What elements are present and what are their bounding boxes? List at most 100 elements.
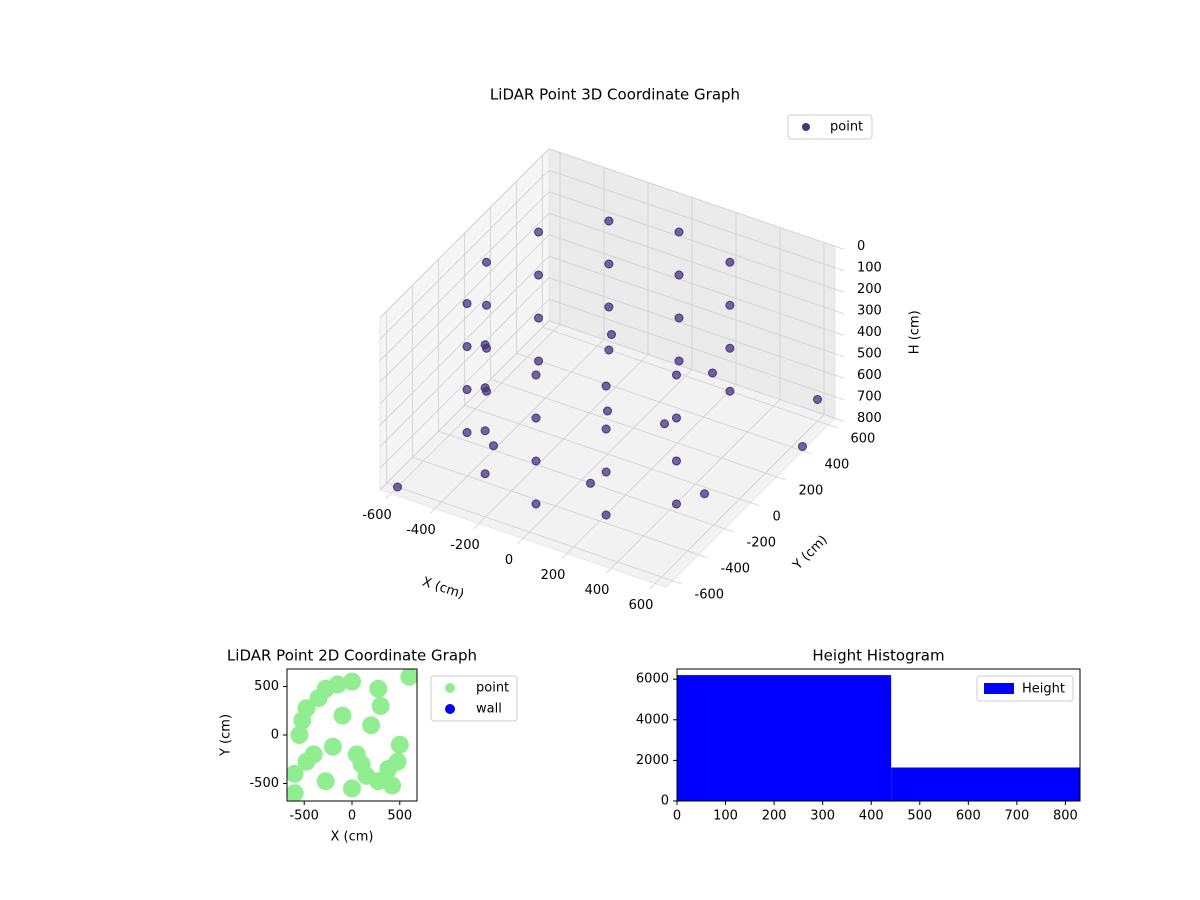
tick-mark <box>834 310 844 315</box>
x-tick-label: 200 <box>541 568 566 583</box>
legend-box <box>976 675 1074 702</box>
legend-box <box>430 675 518 722</box>
point <box>607 330 616 339</box>
x-tick-label: 400 <box>859 809 884 824</box>
point <box>357 766 376 785</box>
x-axis-label: X (cm) <box>420 575 466 603</box>
bar <box>891 767 1080 801</box>
point <box>400 669 417 686</box>
point <box>674 227 684 237</box>
point <box>604 216 614 226</box>
grid-line <box>548 320 836 419</box>
tick-mark <box>802 450 812 455</box>
grid-line <box>379 277 550 448</box>
x-tick-label: 0 <box>673 809 681 824</box>
tick-mark <box>834 288 844 293</box>
tick-mark <box>834 353 844 358</box>
y-tick-label: -200 <box>747 535 777 550</box>
legend-label: point <box>830 120 863 135</box>
point <box>482 343 491 353</box>
grid-line <box>516 352 803 452</box>
point <box>531 413 541 423</box>
x-tick-label: 500 <box>907 809 932 824</box>
tick-mark <box>649 583 656 589</box>
y-axis-label: Y (cm) <box>219 714 234 757</box>
point <box>534 313 544 323</box>
grid-line <box>379 234 550 405</box>
point <box>480 426 490 436</box>
legend-marker <box>984 683 1014 694</box>
point <box>390 735 409 754</box>
point <box>328 675 347 694</box>
point <box>604 259 614 269</box>
point <box>371 696 390 715</box>
tick-mark <box>429 508 436 514</box>
grid-line <box>386 482 673 582</box>
point <box>287 784 304 801</box>
x-tick-label: 600 <box>629 598 654 613</box>
tick-mark <box>834 374 844 379</box>
point <box>393 482 402 492</box>
z-tick-label: 700 <box>857 389 882 404</box>
point <box>304 745 323 764</box>
grid-line <box>548 234 836 333</box>
point <box>531 370 541 380</box>
grid-line <box>379 298 550 469</box>
grid-line <box>548 191 836 290</box>
chart-title: LiDAR Point 3D Coordinate Graph <box>490 86 740 104</box>
tick-mark <box>750 502 760 507</box>
point <box>309 689 328 708</box>
legend-label: point <box>476 681 509 696</box>
tick-mark <box>605 568 612 574</box>
point <box>601 510 611 520</box>
point <box>489 441 498 451</box>
grid-line <box>379 169 550 340</box>
point <box>725 257 735 267</box>
grid-line <box>464 404 751 504</box>
point <box>462 385 472 395</box>
x-tick-label: 500 <box>387 809 412 824</box>
y-tick-label: -400 <box>721 561 751 576</box>
y-tick-label: 0 <box>271 728 279 743</box>
point <box>603 406 612 416</box>
tick-mark <box>834 417 844 422</box>
point <box>462 428 472 438</box>
point <box>531 499 541 509</box>
point <box>369 679 388 698</box>
point <box>798 441 807 451</box>
point <box>343 672 361 691</box>
grid-line <box>548 255 836 355</box>
point <box>604 345 614 355</box>
point <box>601 424 611 434</box>
tick-mark <box>776 476 786 481</box>
x-tick-label: -500 <box>289 809 319 824</box>
grid-line <box>548 169 836 269</box>
point <box>674 270 684 280</box>
x-tick-label: 200 <box>762 809 787 824</box>
y-tick-label: 200 <box>799 483 824 498</box>
x-tick-label: 0 <box>348 809 356 824</box>
axes-frame <box>676 668 1081 802</box>
x-tick-label: 800 <box>1053 809 1078 824</box>
x-tick-label: 100 <box>713 809 738 824</box>
point <box>604 302 614 312</box>
z-tick-label: 0 <box>857 239 865 254</box>
tick-mark <box>473 523 480 529</box>
x-tick-label: -600 <box>362 508 392 523</box>
point <box>462 342 472 352</box>
x-tick-label: 700 <box>1004 809 1029 824</box>
point <box>323 737 342 756</box>
point <box>671 456 681 466</box>
grid-line <box>542 326 829 426</box>
x-tick-label: -400 <box>406 523 436 538</box>
point <box>534 270 544 280</box>
point <box>700 489 709 499</box>
point <box>708 368 717 378</box>
tick-mark <box>724 528 734 533</box>
x-axis-label: X (cm) <box>331 830 374 845</box>
point <box>813 395 822 404</box>
x-tick-label: -200 <box>450 538 480 553</box>
y-tick-label: 500 <box>254 679 279 694</box>
y-tick-label: -500 <box>249 776 279 791</box>
x-tick-label: 600 <box>956 809 981 824</box>
